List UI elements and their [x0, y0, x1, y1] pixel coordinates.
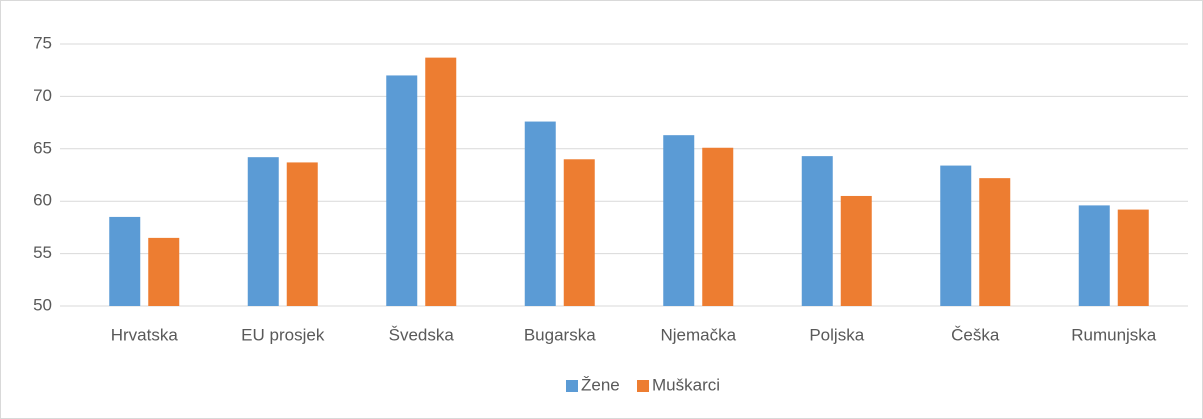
y-tick-label: 65 [33, 138, 52, 157]
x-tick-label: Bugarska [524, 325, 596, 344]
bar [563, 159, 595, 306]
bar [524, 121, 556, 306]
x-tick-label: Hrvatska [111, 325, 179, 344]
x-tick-label: Njemačka [660, 325, 736, 344]
bar [801, 156, 833, 306]
bar [663, 135, 695, 306]
y-tick-label: 55 [33, 243, 52, 262]
bar [386, 75, 418, 306]
bar [1117, 209, 1149, 306]
bar [148, 237, 180, 306]
legend-swatch [566, 380, 578, 392]
legend-swatch [637, 380, 649, 392]
x-tick-label: Poljska [809, 325, 864, 344]
bar [979, 178, 1011, 306]
x-tick-label: Švedska [389, 325, 455, 344]
x-tick-label: Rumunjska [1071, 325, 1157, 344]
bar [1078, 205, 1110, 306]
x-tick-label: EU prosjek [241, 325, 325, 344]
bar [286, 162, 318, 306]
bar [840, 195, 872, 306]
y-tick-label: 50 [33, 295, 52, 314]
bar [109, 216, 141, 306]
bar [425, 57, 457, 307]
bar [702, 147, 734, 306]
x-tick-label: Češka [951, 325, 1000, 344]
legend-label: Žene [581, 375, 620, 394]
bar [940, 165, 972, 306]
bar [247, 157, 279, 306]
y-tick-label: 70 [33, 86, 52, 105]
y-tick-label: 75 [33, 33, 52, 52]
y-tick-label: 60 [33, 191, 52, 210]
legend-label: Muškarci [652, 375, 720, 394]
